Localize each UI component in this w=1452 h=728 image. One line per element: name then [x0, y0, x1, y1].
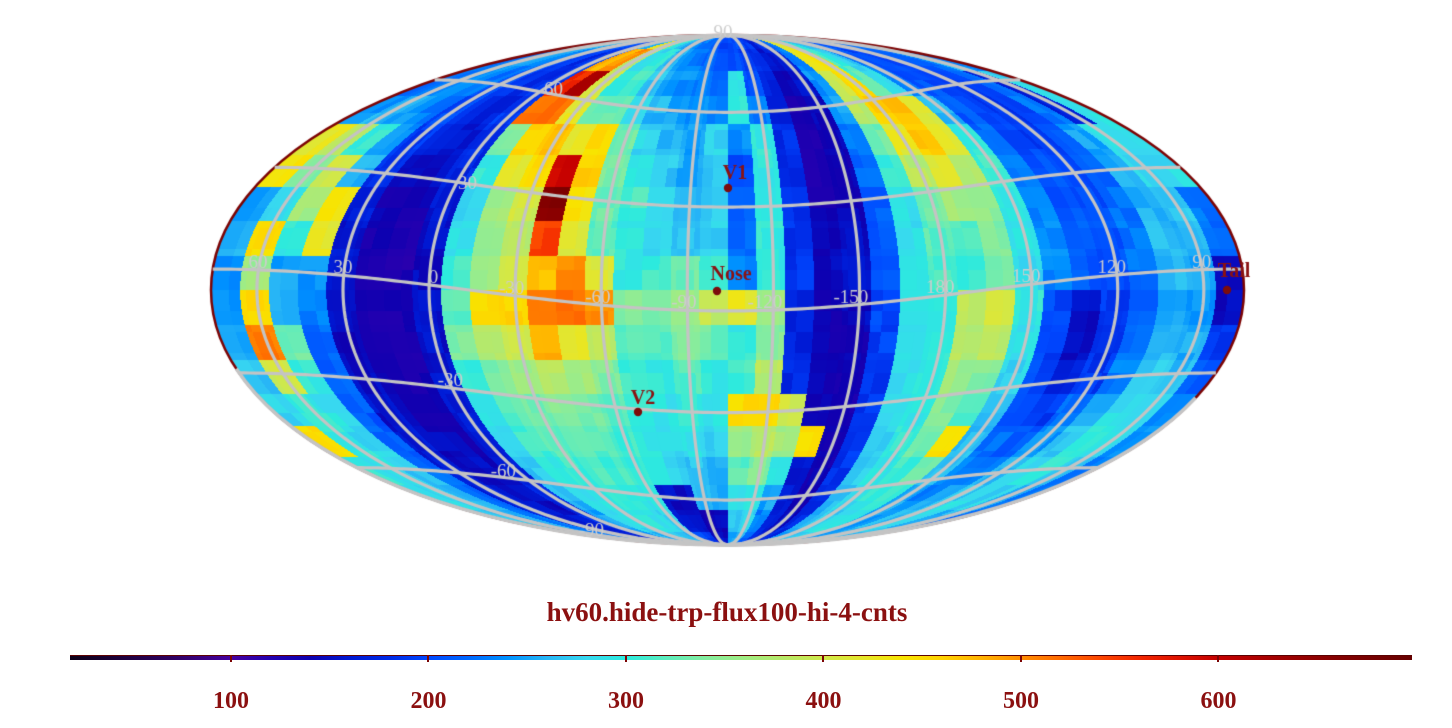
plot-title: hv60.hide-trp-flux100-hi-4-cnts [546, 597, 908, 627]
colorbar: 100 200 300 400 500 600 [70, 655, 1412, 714]
colorbar-tick-label: 100 [212, 688, 249, 714]
sky-map-figure [0, 0, 1452, 575]
colorbar-gradient [70, 656, 1412, 660]
colorbar-tick [1019, 655, 1022, 662]
colorbar-tick-label: 500 [1002, 688, 1039, 714]
colorbar-tick-label: 200 [410, 688, 447, 714]
colorbar-tick [229, 655, 232, 662]
mollweide-sky-map-canvas [0, 0, 1452, 575]
colorbar-tick [1217, 655, 1220, 662]
colorbar-tick [624, 655, 627, 662]
colorbar-tick-label: 300 [607, 688, 644, 714]
colorbar-frame-line [70, 655, 1412, 656]
colorbar-tick [822, 655, 825, 662]
colorbar-tick-label: 400 [805, 688, 842, 714]
colorbar-tick [427, 655, 430, 662]
colorbar-tick-label: 600 [1200, 688, 1237, 714]
